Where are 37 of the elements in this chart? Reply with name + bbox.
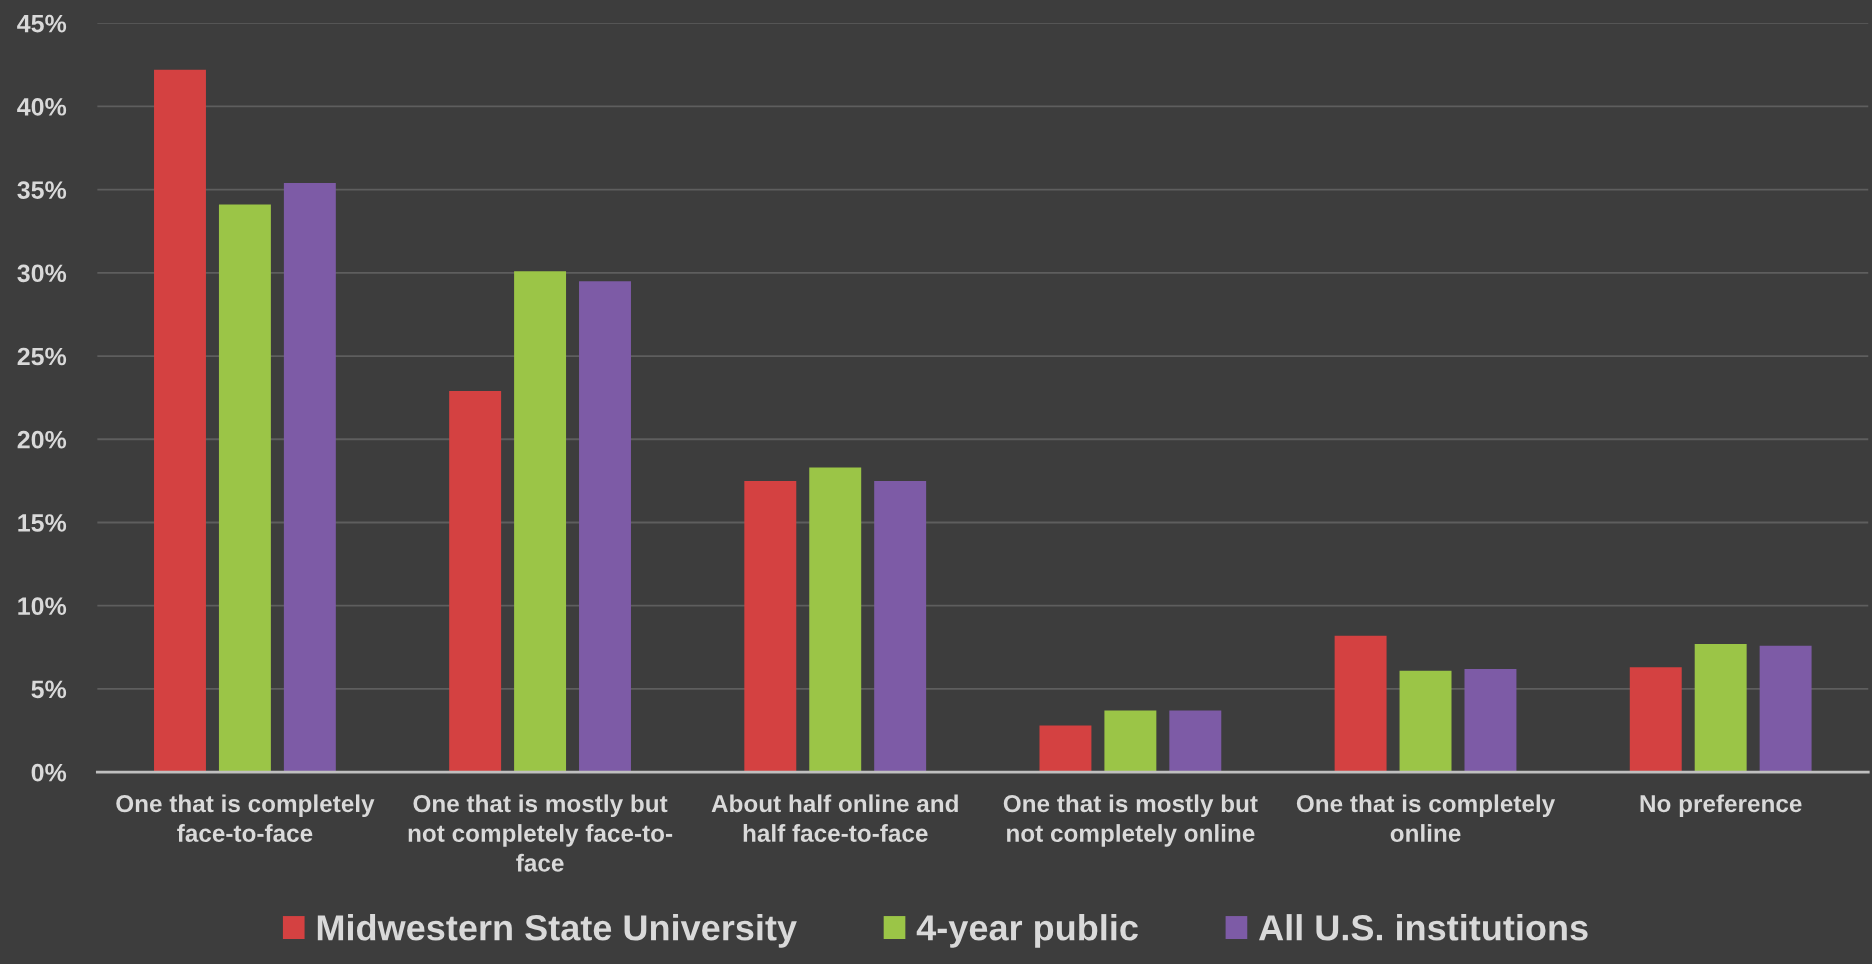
- x-tick-label: One that is completely face-to-face: [116, 794, 375, 842]
- x-tick-label: One that is mostly but not completely face-to-face: [408, 794, 673, 872]
- bar: [449, 390, 502, 773]
- bar: [283, 182, 336, 773]
- legend-label: All U.S. institutions: [1258, 914, 1588, 941]
- bar: [579, 281, 631, 773]
- y-tick-label: 0%: [31, 763, 67, 782]
- y-tick-label: 15%: [18, 514, 67, 532]
- bar: [1629, 667, 1682, 773]
- bar: [514, 271, 567, 773]
- bar: [744, 480, 797, 773]
- y-tick-label: 20%: [17, 430, 67, 449]
- bar: [1694, 644, 1747, 773]
- x-tick-label: About half online and half face-to-face: [711, 794, 958, 842]
- y-tick-label: 35%: [17, 181, 67, 199]
- x-tick-label: One that is completely online: [1296, 794, 1556, 842]
- y-tick-label: 25%: [17, 347, 67, 366]
- bar: [1464, 668, 1517, 773]
- bar: [874, 480, 927, 773]
- bar: [1334, 635, 1387, 773]
- y-tick-label: 10%: [18, 597, 67, 616]
- y-tick-label: 40%: [17, 97, 67, 116]
- bar: [1039, 725, 1092, 773]
- y-tick-label: 5%: [31, 680, 67, 699]
- legend-label: Midwestern State University: [317, 914, 797, 948]
- y-tick-label: 30%: [17, 264, 67, 283]
- legend-label: 4-year public: [916, 914, 1138, 948]
- bar: [218, 204, 271, 773]
- bar: [154, 69, 206, 773]
- bar: [1104, 710, 1157, 773]
- bar: [1399, 670, 1452, 773]
- bar: [1169, 710, 1222, 773]
- x-tick-label: One that is mostly but not completely online: [1003, 794, 1258, 847]
- bar: [1759, 645, 1812, 773]
- bar: [809, 467, 862, 773]
- y-tick-label: 45%: [17, 14, 67, 33]
- x-tick-label: No preference: [1640, 794, 1802, 818]
